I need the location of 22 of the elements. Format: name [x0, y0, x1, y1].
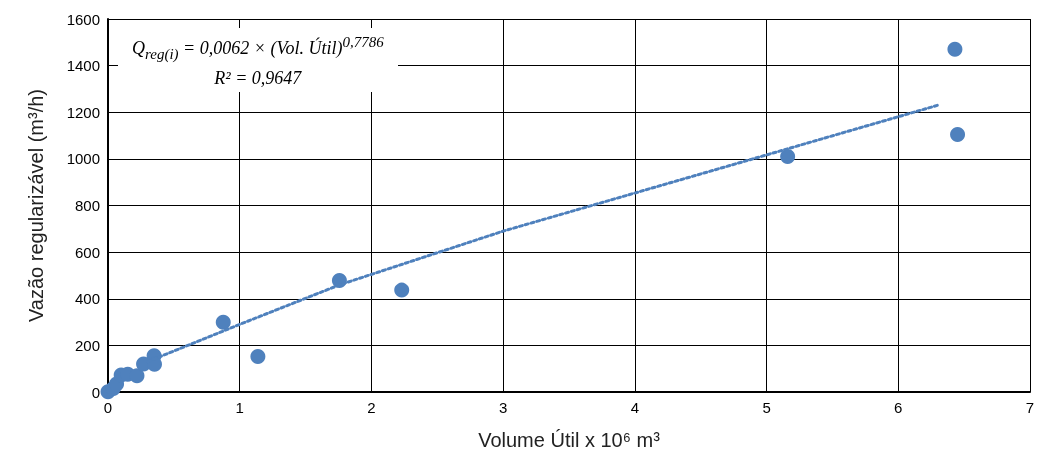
x-tick-label: 2 — [367, 399, 376, 416]
y-tick-label: 1000 — [66, 150, 100, 168]
y-tick-label: 1400 — [66, 57, 100, 75]
y-axis-title: Vazão regularizável (m³/h) — [25, 88, 47, 323]
x-tick-label: 3 — [498, 399, 508, 416]
x-tick-label: 6 — [894, 399, 903, 416]
x-tick-label: 0 — [103, 399, 113, 416]
y-tick-label: 400 — [74, 290, 100, 308]
x-axis-title: Volume Útil x 10⁶ m³ — [478, 429, 661, 451]
x-tick-label: 7 — [1025, 399, 1035, 416]
x-tick-label: 1 — [235, 399, 244, 416]
x-tick-label: 5 — [762, 399, 771, 416]
equation-note: Q$_{reg(i)}$ = 0,0062 × (Vol. Útil)$^{0,7786}$ R² = 0,9647 — [118, 28, 398, 92]
y-tick-label: 200 — [74, 336, 100, 354]
y-tick-label: 600 — [74, 243, 100, 261]
annotation: Q$_{reg(i)}$ = 0,0062 × (Vol. Útil)$^{0,7786}$ — [132, 33, 384, 64]
y-tick-label: 800 — [74, 197, 100, 214]
y-tick-label: 1200 — [66, 103, 100, 121]
y-tick-label: 1600 — [66, 10, 100, 28]
annotation: R² = 0,9647 — [213, 66, 303, 90]
y-tick-label: 0 — [91, 383, 100, 401]
x-tick-label: 4 — [630, 399, 640, 416]
